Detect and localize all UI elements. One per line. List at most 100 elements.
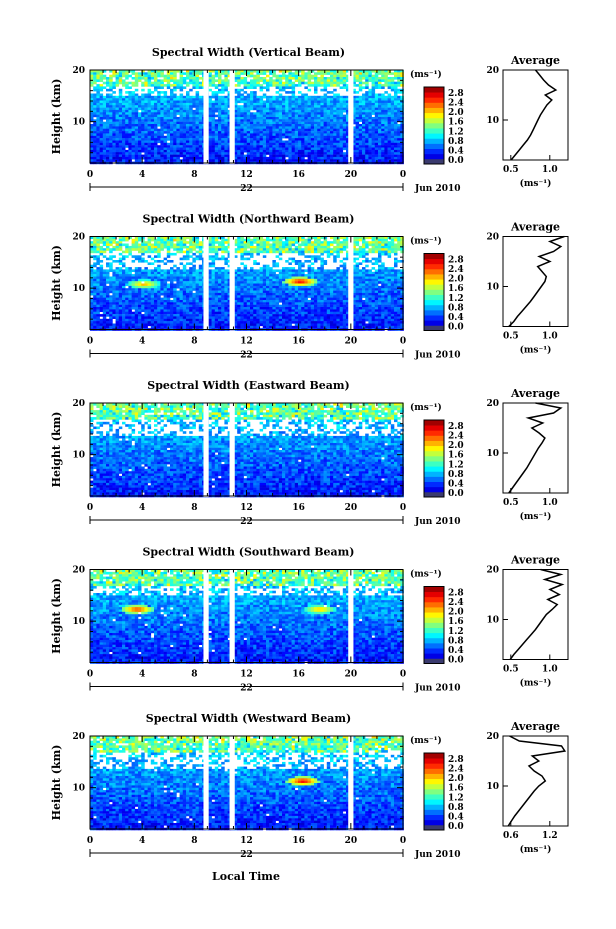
heatmap-cell [294,159,299,162]
heatmap-cell [368,72,372,75]
heatmap-cell [93,74,97,78]
heatmap-cell [186,107,190,111]
heatmap-cell [294,100,299,104]
heatmap-cell [122,126,126,129]
heatmap-cell [163,278,168,282]
heatmap-cell [134,100,139,104]
heatmap-cell [288,142,292,146]
heatmap-cell [125,288,129,291]
heatmap-cell [90,124,94,127]
heatmap-cell [189,300,193,303]
heatmap-cell [109,154,113,158]
heatmap-cell [90,267,94,270]
heatmap-cell [154,156,158,160]
heatmap-cell [365,159,369,162]
heatmap-cell [301,77,305,80]
heatmap-cell [211,117,216,120]
heatmap-cell [134,140,139,144]
heatmap-cell [275,100,280,104]
heatmap-cell [336,147,340,151]
heatmap-cell [106,93,110,97]
heatmap-cell [128,100,132,104]
heatmap-cell [99,274,104,277]
heatmap-cell [138,145,142,148]
heatmap-cell [294,95,299,99]
heatmap-cell [374,74,379,78]
heatmap-cell [186,321,190,324]
heatmap-cell [128,128,132,132]
heatmap-cell [96,276,100,280]
heatmap-cell [234,88,238,92]
heatmap-cell [163,262,168,265]
heatmap-cell [333,88,337,92]
heatmap-cell [141,269,145,272]
heatmap-cell [186,109,190,113]
heatmap-cell [314,131,318,134]
heatmap-cell [109,257,113,261]
heatmap-cell [138,292,142,296]
heatmap-cell [294,121,299,125]
heatmap-cell [102,86,107,89]
heatmap-cell [362,114,366,118]
heatmap-cell [198,119,203,122]
colorbar-tick-label: 2.0 [448,108,464,118]
heatmap-cell [163,274,168,277]
heatmap-cell [336,126,340,129]
heatmap-cell [195,325,200,329]
heatmap-cell [163,257,168,261]
heatmap-cell [294,102,299,106]
heatmap-cell [176,84,180,87]
heatmap-cell [195,98,200,101]
heatmap-cell [214,102,219,106]
heatmap-cell [96,255,100,258]
heatmap-cell [208,295,212,298]
heatmap-cell [214,86,219,89]
heatmap-cell [371,133,376,136]
heatmap-cell [234,98,238,101]
heatmap-cell [189,138,193,141]
heatmap-cell [390,119,395,122]
heatmap-cell [176,323,180,327]
heatmap-cell [301,102,305,106]
heatmap-cell [272,107,276,111]
heatmap-cell [272,117,276,120]
heatmap-cell [256,156,260,160]
heatmap-cell [237,107,241,111]
colorbar-segment [424,148,444,155]
heatmap-cell [336,138,340,141]
profile-title: Average [510,54,560,67]
heatmap-cell [336,156,340,160]
heatmap-cell [176,292,180,296]
heatmap-cell [234,126,238,129]
heatmap-cell [166,105,171,108]
heatmap-cell [227,102,232,106]
heatmap-cell [253,91,257,94]
heatmap-cell [275,109,280,113]
heatmap-cell [154,238,158,242]
heatmap-cell [221,91,225,94]
heatmap-cell [320,135,324,139]
heatmap-cell [128,274,132,277]
heatmap-cell [352,145,356,148]
heatmap-cell [150,126,155,129]
heatmap-cell [176,149,180,153]
heatmap-cell [144,290,148,294]
heatmap-cell [368,98,372,101]
heatmap-cell [138,79,142,82]
heatmap-cell [346,145,350,148]
heatmap-cell [243,126,248,129]
heatmap-cell [147,95,152,99]
heatmap-cell [278,121,283,125]
heatmap-cell [154,297,158,301]
heatmap-cell [326,124,331,127]
heatmap-cell [131,91,136,94]
heatmap-cell [294,152,299,155]
heatmap-cell [115,276,120,280]
heatmap-cell [154,325,158,329]
heatmap-cell [346,105,350,108]
heatmap-cell [198,309,203,312]
heatmap-cell [189,311,193,315]
heatmap-cell [141,292,145,296]
heatmap-cell [99,288,104,291]
heatmap-cell [320,117,324,120]
